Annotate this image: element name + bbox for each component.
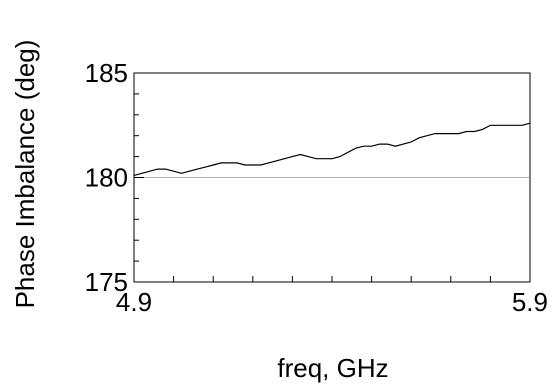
y-tick-label: 185 <box>85 58 128 88</box>
series-line <box>133 122 531 176</box>
x-axis-label: freq, GHz <box>277 353 388 383</box>
y-tick-label: 180 <box>85 163 128 193</box>
tick-layer <box>133 72 531 283</box>
y-axis-label: Phase Imbalance (deg) <box>10 40 40 309</box>
x-tick-label: 5.9 <box>512 287 548 317</box>
y-tick-label: 175 <box>85 267 128 297</box>
x-tick-label: 4.9 <box>116 287 152 317</box>
series-layer <box>133 122 531 176</box>
